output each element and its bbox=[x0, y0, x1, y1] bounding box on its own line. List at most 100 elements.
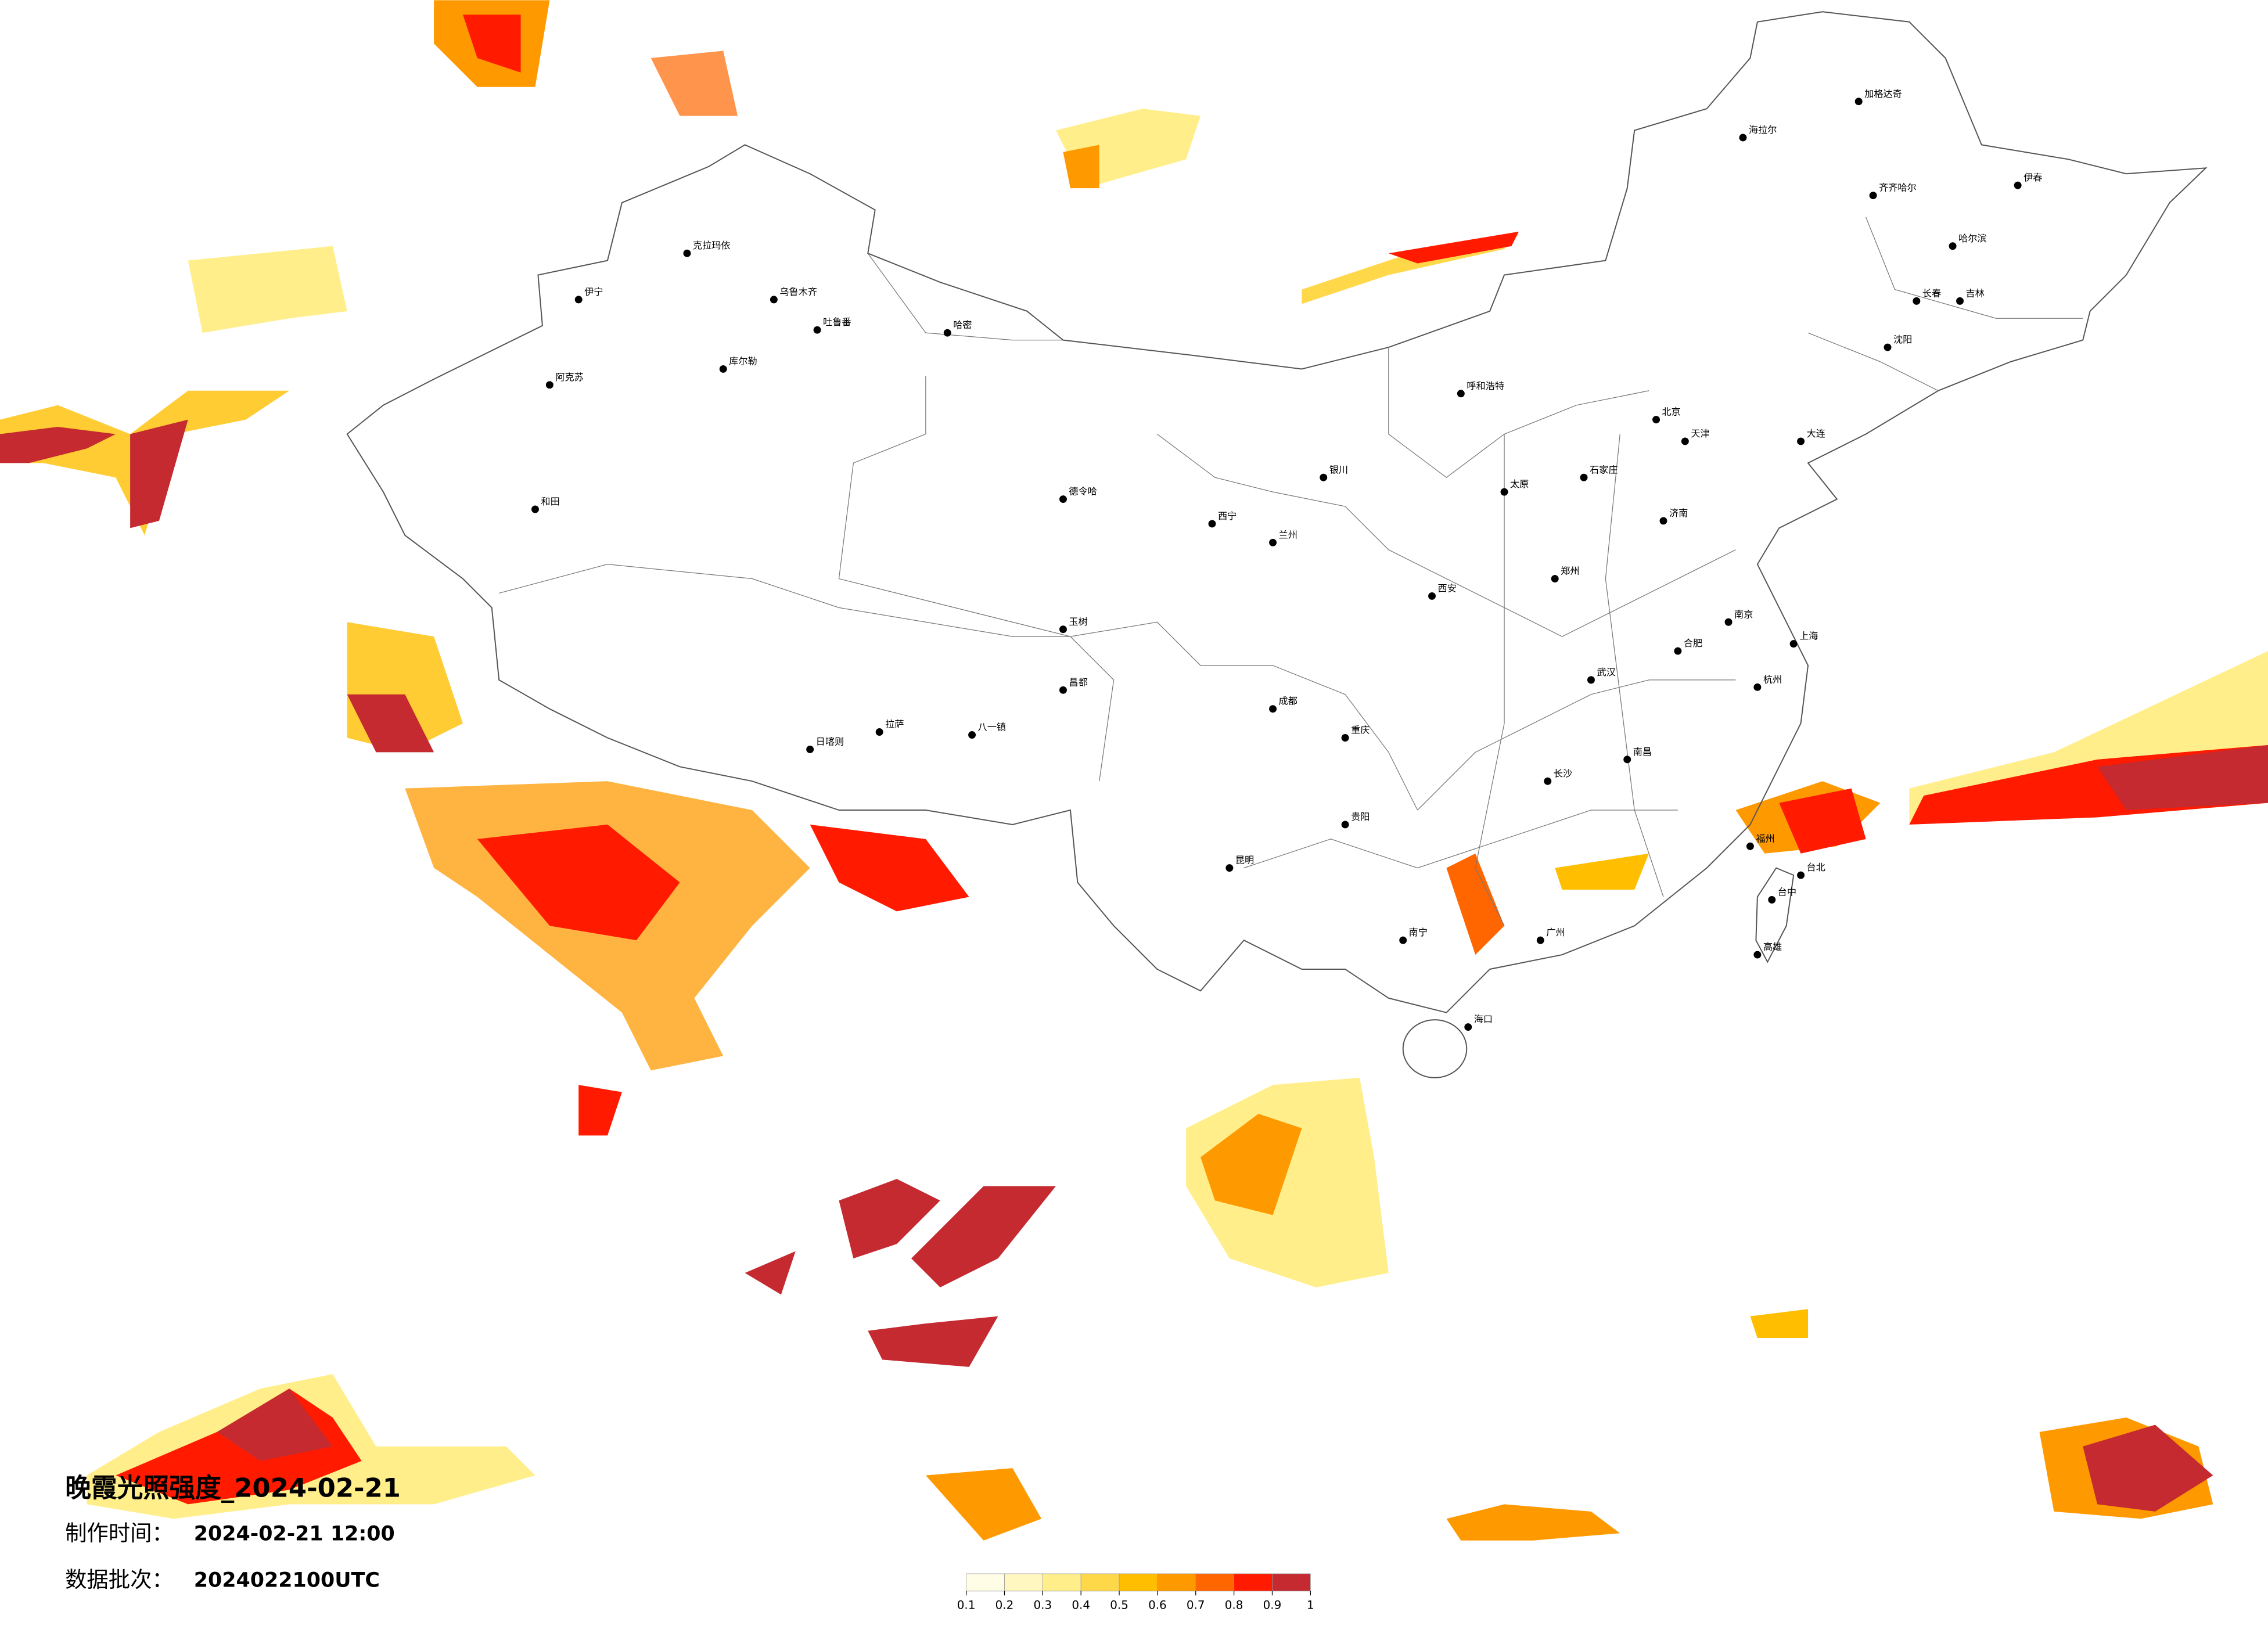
city-label: 库尔勒 bbox=[729, 355, 757, 366]
city-dot bbox=[1753, 683, 1762, 691]
city-label: 吐鲁番 bbox=[823, 316, 851, 328]
intensity-field bbox=[0, 0, 2268, 1541]
city-label: 广州 bbox=[1546, 927, 1565, 938]
map-title: 晚霞光照强度_2024-02-21 bbox=[65, 1473, 401, 1503]
colorbar-tick-label: 0.3 bbox=[1033, 1598, 1052, 1611]
city-dot bbox=[1225, 864, 1234, 872]
city-dot bbox=[2014, 181, 2022, 189]
city-label: 台北 bbox=[1807, 862, 1825, 873]
city-label: 北京 bbox=[1662, 406, 1681, 418]
city-dot bbox=[1681, 437, 1689, 445]
city-label: 南宁 bbox=[1409, 927, 1428, 938]
city-dot bbox=[813, 326, 821, 334]
city-dot bbox=[1551, 575, 1559, 583]
city-label: 银川 bbox=[1329, 464, 1348, 475]
city-label: 海口 bbox=[1474, 1014, 1493, 1025]
city-label: 高雄 bbox=[1763, 941, 1782, 952]
city-label: 济南 bbox=[1669, 508, 1688, 519]
city-label: 加格达奇 bbox=[1864, 88, 1902, 99]
city-dot bbox=[1320, 473, 1328, 481]
city-dot bbox=[943, 329, 951, 337]
city-label: 伊春 bbox=[2023, 172, 2042, 183]
city-label: 西宁 bbox=[1218, 510, 1237, 521]
province-borders bbox=[499, 217, 2083, 926]
batch-label: 数据批次： bbox=[65, 1567, 174, 1592]
colorbar-tick-label: 0.4 bbox=[1072, 1598, 1090, 1611]
colorbar-segment bbox=[1272, 1573, 1311, 1592]
city-label: 日喀则 bbox=[816, 736, 844, 747]
city-dot bbox=[1869, 192, 1877, 200]
batch-value: 2024022100UTC bbox=[194, 1569, 380, 1592]
city-label: 福州 bbox=[1756, 833, 1774, 844]
city-label: 昆明 bbox=[1235, 855, 1254, 866]
colorbar-tick-label: 0.5 bbox=[1110, 1598, 1128, 1611]
city-label: 杭州 bbox=[1763, 674, 1782, 685]
city-label: 吉林 bbox=[1965, 287, 1984, 298]
colorbar-segment bbox=[1119, 1573, 1158, 1592]
city-label: 哈尔滨 bbox=[1958, 233, 1987, 244]
colorbar: 0.1 0.2 0.3 0.4 0.5 0.6 0.7 0.8 0.9 1 bbox=[957, 1573, 1314, 1611]
city-dot bbox=[1428, 592, 1436, 600]
city-dot bbox=[1059, 625, 1067, 634]
city-dot bbox=[1587, 676, 1595, 684]
city-dot bbox=[1913, 297, 1921, 305]
city-label: 上海 bbox=[1799, 631, 1818, 642]
city-label: 兰州 bbox=[1279, 529, 1297, 540]
city-label: 长春 bbox=[1922, 287, 1941, 298]
city-label: 武汉 bbox=[1597, 667, 1615, 678]
city-label: 玉树 bbox=[1069, 616, 1087, 627]
city-dot bbox=[770, 296, 778, 304]
colorbar-segment bbox=[1234, 1573, 1273, 1592]
colorbar-segment bbox=[1080, 1573, 1120, 1592]
city-label: 南京 bbox=[1734, 609, 1753, 620]
city-label: 郑州 bbox=[1561, 566, 1579, 577]
city-label: 阿克苏 bbox=[555, 372, 584, 383]
city-label: 乌鲁木齐 bbox=[779, 286, 817, 297]
city-dot bbox=[1059, 495, 1067, 503]
city-dot bbox=[1500, 488, 1508, 496]
colorbar-tick-label: 0.9 bbox=[1263, 1598, 1282, 1611]
city-label: 克拉玛依 bbox=[693, 240, 731, 251]
city-dot bbox=[1797, 437, 1805, 445]
made-value: 2024-02-21 12:00 bbox=[194, 1523, 395, 1546]
city-label: 太原 bbox=[1510, 479, 1529, 490]
city-dot bbox=[1753, 951, 1762, 959]
city-label: 齐齐哈尔 bbox=[1879, 182, 1917, 193]
city-dot bbox=[1544, 777, 1552, 785]
city-label: 重庆 bbox=[1351, 725, 1370, 736]
city-dot bbox=[719, 365, 727, 373]
city-dot bbox=[1269, 705, 1277, 713]
city-dot bbox=[1652, 416, 1660, 424]
city-label: 昌都 bbox=[1069, 677, 1087, 688]
colorbar-tick-label: 1 bbox=[1307, 1598, 1314, 1611]
city-dot bbox=[1341, 821, 1349, 829]
city-label: 拉萨 bbox=[885, 719, 904, 730]
city-dot bbox=[806, 745, 814, 753]
taiwan bbox=[1755, 867, 1795, 963]
city-label: 天津 bbox=[1691, 428, 1709, 439]
city-label: 台中 bbox=[1778, 886, 1796, 897]
city-dot bbox=[1580, 473, 1588, 481]
city-dot bbox=[1854, 98, 1863, 106]
city-dot bbox=[1399, 936, 1407, 944]
city-label: 成都 bbox=[1279, 696, 1297, 707]
city-dot bbox=[1739, 134, 1747, 142]
colorbar-tick-label: 0.2 bbox=[995, 1598, 1014, 1611]
city-dot bbox=[875, 728, 883, 736]
city-label: 长沙 bbox=[1554, 768, 1572, 779]
city-dot bbox=[1746, 842, 1754, 850]
city-label: 西安 bbox=[1437, 582, 1456, 593]
city-dot bbox=[1884, 343, 1892, 351]
city-label: 哈密 bbox=[953, 319, 972, 330]
city-dot bbox=[1208, 520, 1216, 528]
city-dot bbox=[545, 381, 553, 389]
made-label: 制作时间： bbox=[65, 1520, 174, 1546]
city-dot bbox=[1059, 686, 1067, 694]
city-dot bbox=[968, 731, 976, 739]
city-dot bbox=[1949, 242, 1957, 250]
city-label: 伊宁 bbox=[584, 286, 603, 297]
city-dot bbox=[1457, 390, 1465, 398]
city-dot bbox=[1789, 640, 1798, 648]
